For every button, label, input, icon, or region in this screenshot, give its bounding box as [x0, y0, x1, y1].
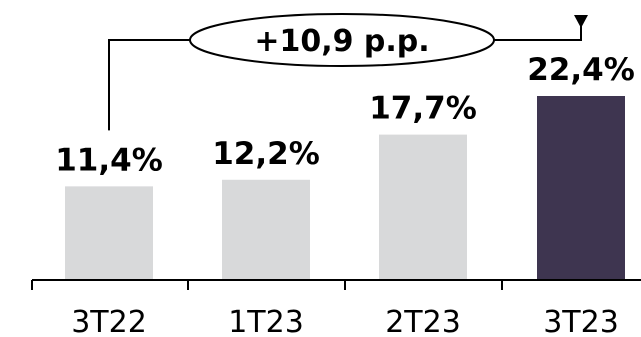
x-axis-ticks: 3T22 1T23 2T23 3T23 — [31, 280, 619, 337]
annotation-ellipse — [189, 13, 495, 67]
tick-label-1t23: 1T23 — [228, 305, 304, 337]
change-annotation: +10,9 p.p. — [108, 13, 588, 131]
data-label-2t23: 17,7% — [369, 91, 477, 127]
bars-layer — [65, 96, 625, 280]
annotation-text: +10,9 p.p. — [254, 24, 429, 59]
data-label-3t23: 22,4% — [527, 52, 635, 88]
value-labels-layer: 11,4% 12,2% 17,7% 22,4% — [55, 52, 635, 178]
annotation-arrowhead — [574, 15, 588, 28]
tick-label-3t22: 3T22 — [71, 305, 147, 337]
tick-label-3t23: 3T23 — [543, 305, 619, 337]
data-label-1t23: 12,2% — [212, 136, 320, 172]
bar-3t23 — [537, 96, 625, 280]
data-label-3t22: 11,4% — [55, 142, 163, 178]
tick-label-2t23: 2T23 — [385, 305, 461, 337]
bar-2t23 — [379, 134, 467, 280]
bar-3t22 — [65, 186, 153, 280]
bar-1t23 — [222, 179, 310, 280]
